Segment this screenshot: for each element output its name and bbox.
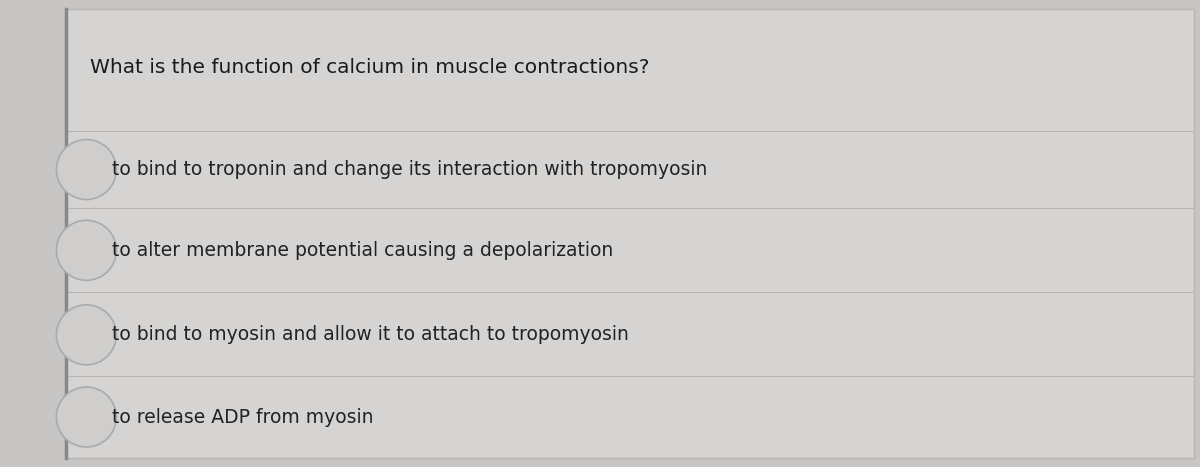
Text: to bind to myosin and allow it to attach to tropomyosin: to bind to myosin and allow it to attach… <box>112 325 629 344</box>
Ellipse shape <box>56 140 116 199</box>
Ellipse shape <box>56 387 116 447</box>
FancyBboxPatch shape <box>0 0 66 467</box>
Ellipse shape <box>56 220 116 280</box>
Text: to release ADP from myosin: to release ADP from myosin <box>112 408 373 426</box>
Ellipse shape <box>56 305 116 365</box>
Text: What is the function of calcium in muscle contractions?: What is the function of calcium in muscl… <box>90 58 649 77</box>
Text: to bind to troponin and change its interaction with tropomyosin: to bind to troponin and change its inter… <box>112 160 707 179</box>
FancyBboxPatch shape <box>66 9 1194 458</box>
Text: to alter membrane potential causing a depolarization: to alter membrane potential causing a de… <box>112 241 613 260</box>
